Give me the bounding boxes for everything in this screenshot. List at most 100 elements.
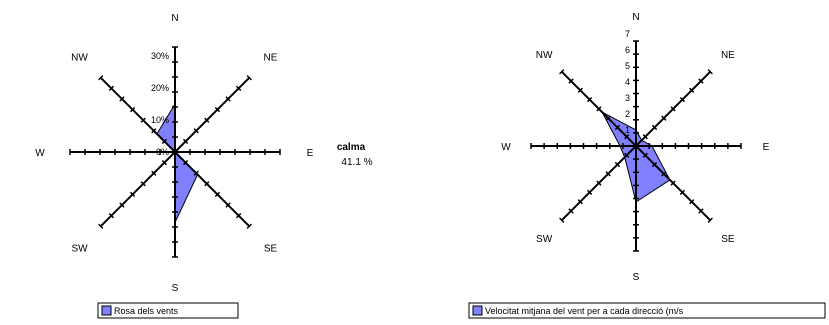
axis-tick — [698, 78, 704, 84]
axis-tick — [614, 161, 621, 168]
legend-label: Velocitat mitjana del vent per a cada di… — [485, 306, 684, 316]
direction-label-n: N — [632, 12, 639, 23]
axis-tick — [651, 124, 658, 131]
axis-tick — [624, 152, 630, 158]
direction-label-s: S — [172, 283, 179, 294]
axis-tick — [214, 106, 221, 113]
radial-tick-label: 7 — [625, 29, 630, 39]
axis-tick — [679, 96, 686, 103]
wind-rose-frequency: N NE E SE S SW W NW 0% 10% 20% 30% — [35, 13, 313, 294]
wind-rose-speed: N NE E SE S SW W NW 1 2 3 4 5 6 7 — [501, 12, 769, 283]
axis-tick — [214, 191, 221, 198]
calm-value: 41.1 % — [341, 157, 372, 168]
axis-tick — [246, 223, 252, 229]
direction-label-w: W — [501, 142, 511, 153]
axis-tick — [204, 181, 210, 187]
radial-tick-label: 10% — [151, 115, 169, 125]
direction-label-se: SE — [721, 234, 735, 245]
axis-tick — [596, 180, 602, 186]
legend-swatch — [472, 305, 483, 316]
legend-swatch — [101, 305, 112, 316]
axis-tick — [698, 208, 704, 214]
axis-tick — [661, 171, 667, 177]
axis-tick — [98, 75, 104, 81]
legend-frame — [97, 302, 239, 319]
radial-tick-label: 2 — [625, 109, 630, 119]
radial-tick-label: 4 — [625, 77, 630, 87]
axis-tick — [670, 180, 676, 186]
axis-tick — [568, 78, 574, 84]
direction-label-se: SE — [264, 244, 278, 255]
axis-tick — [689, 199, 695, 205]
axis-nw — [100, 77, 176, 153]
axis-tick — [182, 159, 189, 166]
axis-tick — [624, 134, 630, 140]
axis-tick — [108, 85, 115, 92]
axis-tick — [559, 217, 565, 223]
radial-tick-label: 0% — [156, 147, 169, 157]
direction-label-sw: SW — [71, 244, 88, 255]
axis-tick — [661, 115, 667, 121]
axis-ne — [174, 77, 250, 153]
axis-tick — [679, 189, 686, 196]
radial-tick-label: 6 — [625, 45, 630, 55]
axis-tick — [119, 96, 125, 102]
axis-tick — [605, 115, 611, 121]
axis-tick — [642, 134, 648, 140]
axis-tick — [235, 212, 242, 219]
direction-label-nw: NW — [536, 50, 553, 61]
direction-label-s: S — [633, 272, 640, 283]
radial-tick-label: 30% — [151, 51, 169, 61]
axis-tick — [119, 202, 125, 208]
axis-tick — [98, 223, 104, 229]
axis-tick — [577, 87, 583, 93]
axis-tick — [568, 208, 574, 214]
axis-tick — [642, 152, 648, 158]
axis-tick — [596, 106, 602, 112]
axis-tick — [204, 117, 210, 123]
axis-tick — [151, 170, 157, 176]
axis-tick — [193, 170, 199, 176]
radial-tick-label: 5 — [625, 61, 630, 71]
direction-label-sw: SW — [536, 234, 553, 245]
axis-tick — [151, 128, 157, 134]
axis-tick — [161, 138, 168, 145]
axis-tick — [140, 181, 146, 187]
radial-tick-label: 3 — [625, 93, 630, 103]
axis-tick — [225, 96, 231, 102]
direction-label-nw: NW — [71, 53, 88, 64]
radial-tick-label: 20% — [151, 83, 169, 93]
axis-sw — [100, 151, 176, 227]
axis-tick — [707, 69, 713, 75]
axis-tick — [140, 117, 146, 123]
axis-tick — [161, 159, 168, 166]
direction-label-ne: NE — [264, 53, 278, 64]
legend-label: Rosa dels vents — [114, 306, 179, 316]
direction-label-w: W — [35, 148, 45, 159]
axis-tick — [193, 128, 199, 134]
axis-tick — [129, 106, 136, 113]
axis-tick — [559, 69, 565, 75]
direction-label-e: E — [763, 142, 770, 153]
radial-tick-label: 1 — [625, 125, 630, 135]
axis-tick — [108, 212, 115, 219]
axis-tick — [614, 124, 621, 131]
legend-2: Velocitat mitjana del vent per a cada di… — [468, 302, 826, 319]
direction-label-n: N — [171, 13, 178, 24]
axis-tick — [670, 106, 676, 112]
legend-1: Rosa dels vents — [97, 302, 239, 319]
axis-tick — [605, 171, 611, 177]
calm-label: calma — [337, 142, 366, 153]
axis-se — [174, 151, 250, 227]
axis-tick — [707, 217, 713, 223]
direction-label-e: E — [307, 148, 314, 159]
axis-tick — [577, 199, 583, 205]
axis-tick — [586, 96, 593, 103]
axis-tick — [225, 202, 231, 208]
axis-tick — [246, 75, 252, 81]
axis-tick — [182, 138, 189, 145]
direction-label-ne: NE — [721, 50, 735, 61]
axis-tick — [129, 191, 136, 198]
axis-tick — [689, 87, 695, 93]
